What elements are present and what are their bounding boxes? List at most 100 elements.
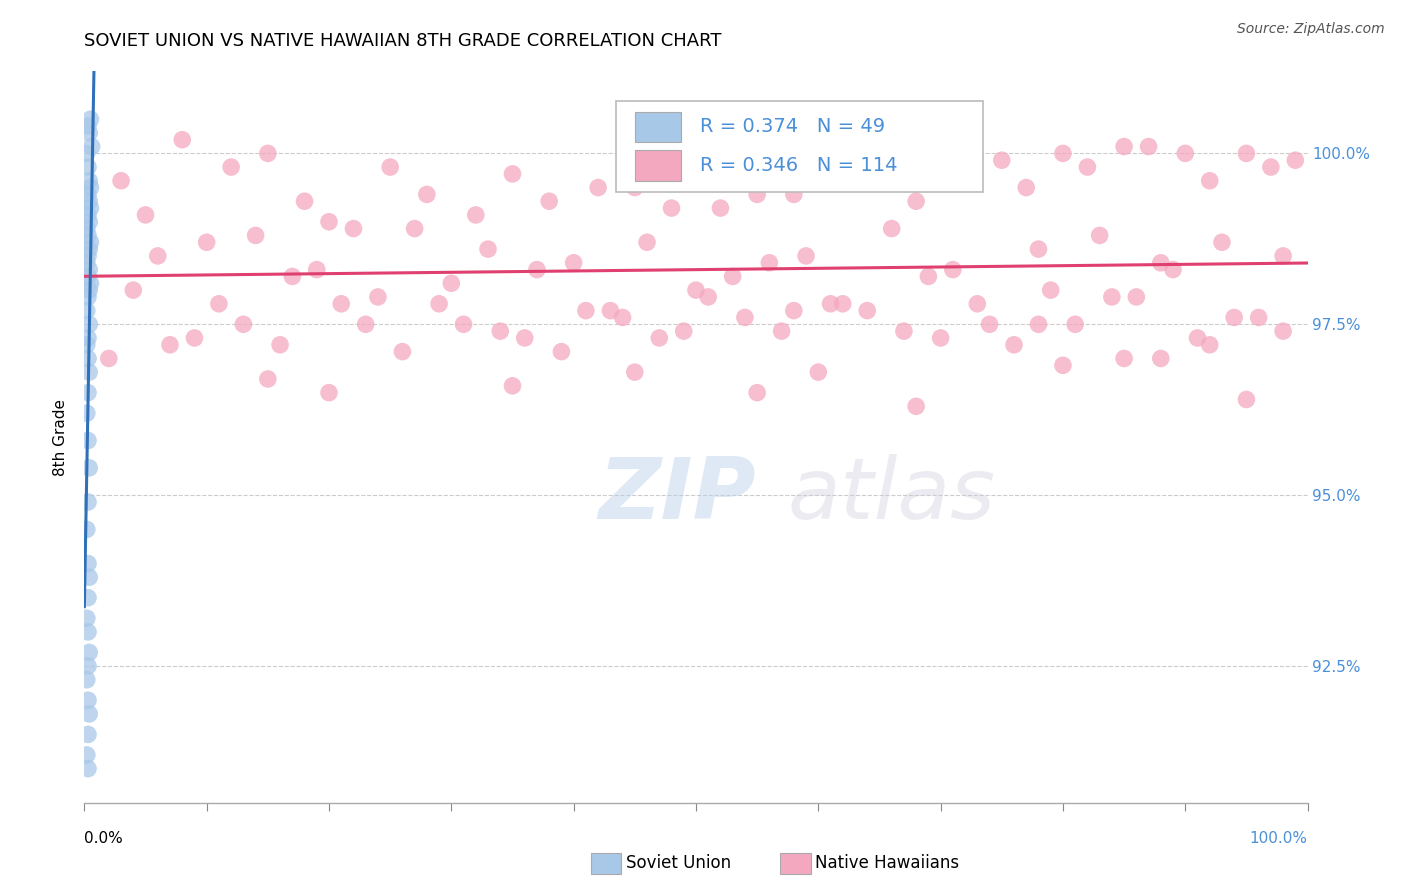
Point bbox=[1236, 392, 1258, 407]
Point bbox=[807, 174, 830, 188]
Point bbox=[502, 167, 524, 181]
Point bbox=[416, 187, 439, 202]
Point bbox=[453, 318, 475, 332]
Point bbox=[380, 160, 402, 174]
Point bbox=[747, 187, 769, 202]
Point bbox=[77, 659, 100, 673]
Point bbox=[77, 290, 100, 304]
Point bbox=[77, 591, 100, 605]
Point bbox=[624, 180, 647, 194]
Point bbox=[758, 256, 780, 270]
Point bbox=[1260, 160, 1282, 174]
Point bbox=[77, 624, 100, 639]
Point bbox=[953, 167, 976, 181]
Point bbox=[1028, 318, 1050, 332]
Point bbox=[354, 318, 377, 332]
Point bbox=[1161, 262, 1184, 277]
Point bbox=[1125, 290, 1147, 304]
Point bbox=[844, 174, 866, 188]
Point bbox=[80, 139, 103, 153]
Point bbox=[1211, 235, 1233, 250]
Point bbox=[1064, 318, 1087, 332]
Point bbox=[135, 208, 157, 222]
Point bbox=[122, 283, 145, 297]
Point bbox=[1150, 256, 1173, 270]
Point bbox=[318, 385, 340, 400]
Point bbox=[1272, 324, 1295, 338]
Point bbox=[77, 645, 100, 659]
Text: 0.0%: 0.0% bbox=[84, 831, 124, 846]
Point bbox=[905, 194, 928, 209]
Point bbox=[79, 277, 101, 291]
Point bbox=[76, 338, 98, 352]
Point bbox=[648, 331, 671, 345]
Text: 100.0%: 100.0% bbox=[1250, 831, 1308, 846]
Point bbox=[1223, 310, 1246, 325]
Point bbox=[245, 228, 267, 243]
Point bbox=[794, 249, 817, 263]
Point bbox=[979, 318, 1001, 332]
Point bbox=[624, 365, 647, 379]
Point bbox=[538, 194, 561, 209]
Point bbox=[1284, 153, 1306, 168]
Point bbox=[1272, 249, 1295, 263]
Text: ZIP: ZIP bbox=[598, 454, 756, 537]
Point bbox=[612, 310, 634, 325]
Point bbox=[427, 297, 450, 311]
Point bbox=[747, 385, 769, 400]
Point bbox=[76, 303, 98, 318]
Point bbox=[783, 303, 806, 318]
Point bbox=[636, 235, 658, 250]
Point bbox=[79, 235, 101, 250]
Point bbox=[77, 434, 100, 448]
Point bbox=[502, 379, 524, 393]
Point bbox=[77, 242, 100, 256]
Point bbox=[1002, 338, 1025, 352]
Point bbox=[1039, 283, 1062, 297]
Point bbox=[1150, 351, 1173, 366]
FancyBboxPatch shape bbox=[636, 151, 682, 181]
Point bbox=[97, 351, 120, 366]
Text: Source: ZipAtlas.com: Source: ZipAtlas.com bbox=[1237, 22, 1385, 37]
Point bbox=[820, 297, 842, 311]
Point bbox=[77, 269, 100, 284]
Point bbox=[183, 331, 205, 345]
Point bbox=[1101, 290, 1123, 304]
Point bbox=[77, 693, 100, 707]
Point bbox=[77, 570, 100, 584]
Point bbox=[709, 201, 731, 215]
Point bbox=[685, 283, 707, 297]
Text: Native Hawaiians: Native Hawaiians bbox=[815, 855, 960, 872]
Point bbox=[257, 146, 280, 161]
Point bbox=[77, 557, 100, 571]
Point bbox=[159, 338, 181, 352]
Point bbox=[77, 194, 100, 209]
Point bbox=[1052, 359, 1074, 373]
Point bbox=[966, 297, 988, 311]
Point bbox=[1247, 310, 1270, 325]
Point bbox=[79, 112, 101, 127]
Point bbox=[76, 221, 98, 235]
Point bbox=[77, 385, 100, 400]
Point bbox=[77, 119, 100, 133]
Point bbox=[929, 331, 952, 345]
Point bbox=[294, 194, 316, 209]
Text: R = 0.346   N = 114: R = 0.346 N = 114 bbox=[700, 156, 897, 175]
Point bbox=[770, 324, 793, 338]
Point bbox=[79, 201, 101, 215]
Point bbox=[76, 522, 98, 536]
Point bbox=[77, 215, 100, 229]
Point bbox=[831, 297, 853, 311]
Point bbox=[281, 269, 304, 284]
Y-axis label: 8th Grade: 8th Grade bbox=[53, 399, 69, 475]
Point bbox=[77, 351, 100, 366]
Point bbox=[77, 228, 100, 243]
Point bbox=[1187, 331, 1209, 345]
Point bbox=[77, 160, 100, 174]
Point bbox=[856, 303, 879, 318]
Point bbox=[77, 331, 100, 345]
Point bbox=[77, 727, 100, 741]
Point bbox=[195, 235, 218, 250]
Point bbox=[77, 495, 100, 509]
Point bbox=[1198, 338, 1220, 352]
